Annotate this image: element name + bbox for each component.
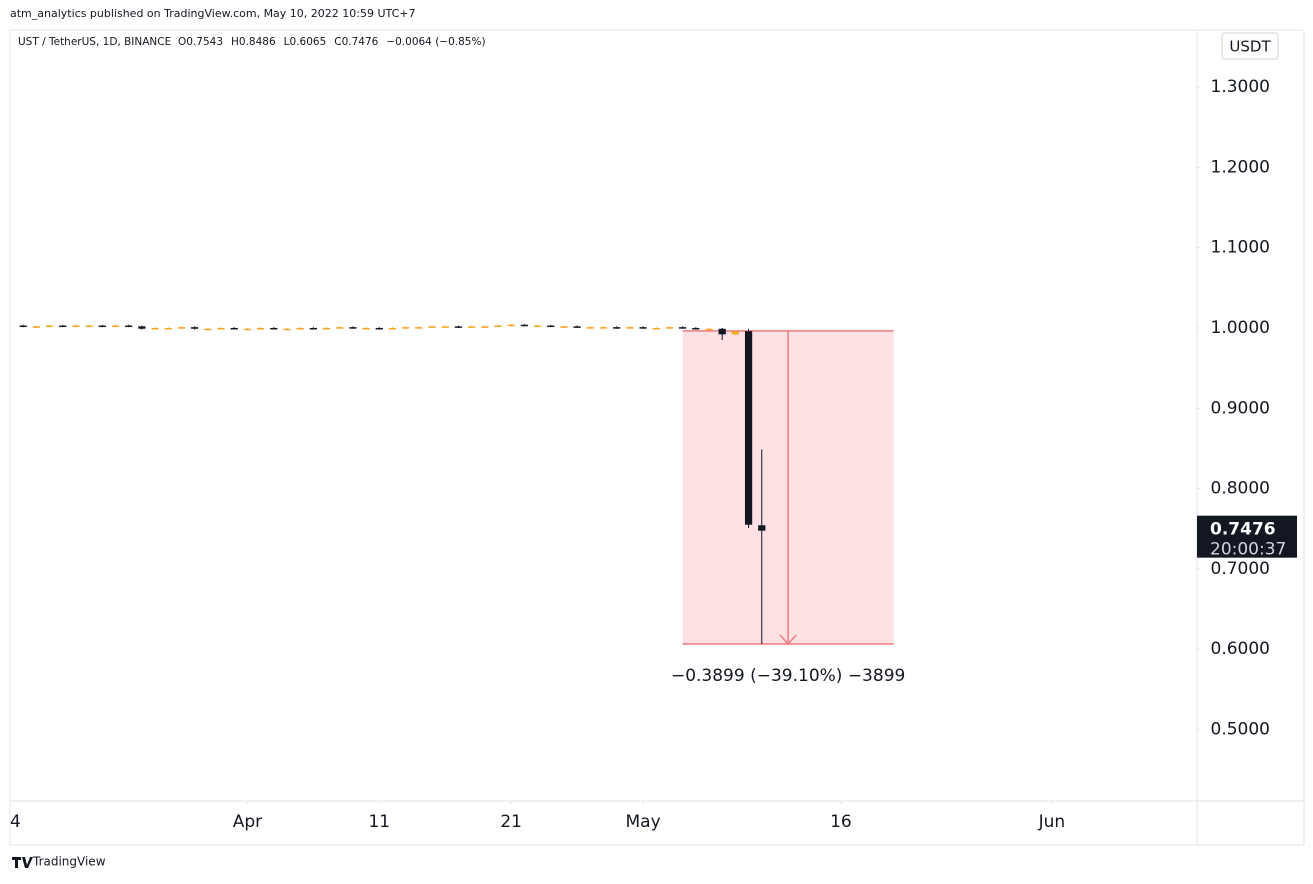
candle-body	[217, 327, 225, 330]
candle-body	[560, 326, 568, 328]
candle-body	[151, 327, 159, 330]
candle-body	[454, 326, 463, 328]
candle-body	[191, 327, 199, 329]
candle-body	[731, 331, 740, 335]
y-tick-label: 1.2000	[1211, 157, 1270, 177]
countdown: 20:00:37	[1210, 540, 1286, 560]
candle-body	[388, 327, 397, 330]
candle-body	[138, 326, 146, 329]
currency-box[interactable]	[1221, 32, 1279, 60]
published-line: atm_analytics published on TradingView.c…	[10, 7, 416, 20]
measure-label: −0.3899 (−39.10%) −3899	[671, 666, 905, 686]
candle-body	[586, 327, 594, 329]
candle-body	[125, 325, 133, 328]
candle-body	[230, 327, 238, 330]
candle-body	[613, 327, 621, 329]
candle-body	[494, 325, 502, 328]
candle-body	[59, 325, 67, 328]
candle-body	[111, 325, 120, 328]
candle-body	[72, 325, 80, 328]
candle-body	[164, 327, 172, 330]
candle-body	[652, 327, 660, 330]
candle-body	[309, 327, 317, 330]
legend-value: −0.0064 (−0.85%)	[386, 36, 485, 48]
candle-body	[639, 327, 647, 329]
candle-body	[533, 325, 542, 328]
candle-body	[547, 325, 555, 328]
candle-body	[665, 327, 674, 329]
candle-body	[362, 327, 370, 330]
candle-body	[626, 327, 634, 329]
legend-value: H0.8486	[231, 36, 276, 48]
candle-body	[85, 325, 93, 328]
legend-value: L0.6065	[284, 36, 327, 48]
candle-body	[758, 525, 766, 531]
last-price-tag	[1197, 515, 1297, 558]
candle-body	[45, 325, 54, 328]
candle-body	[256, 327, 265, 330]
candle-body	[520, 324, 528, 327]
legend-value: C0.7476	[334, 36, 378, 48]
left-mask	[0, 802, 9, 842]
legend-value: O0.7543	[178, 36, 223, 48]
candle-body	[19, 325, 27, 328]
y-tick-label: 0.7000	[1211, 559, 1270, 579]
candle-body	[349, 327, 357, 329]
y-tick-label: 0.6000	[1211, 639, 1270, 659]
last-price-label: 0.7476	[1210, 520, 1276, 540]
x-tick-label: Jun	[1038, 812, 1066, 832]
candle-body	[573, 326, 581, 328]
candle-body	[283, 328, 291, 331]
candle-body	[679, 327, 687, 329]
candle-body	[481, 326, 489, 328]
candle-body	[204, 328, 212, 331]
y-tick-label: 0.9000	[1211, 398, 1270, 418]
candle-body	[744, 331, 753, 525]
candle-body	[441, 326, 449, 328]
tv-logo	[12, 857, 33, 868]
candle-body	[322, 327, 331, 330]
candle-body	[467, 326, 476, 328]
x-tick-label: May	[625, 812, 660, 832]
candle-body	[705, 328, 713, 331]
x-tick-label: 21	[500, 812, 522, 832]
candle-body	[599, 327, 608, 329]
candle-body	[428, 326, 436, 328]
candle-body	[718, 328, 726, 335]
footer: TradingView	[32, 855, 106, 869]
candle-body	[402, 327, 410, 329]
measure-arrowhead	[779, 634, 797, 646]
y-tick-label: 1.3000	[1211, 77, 1270, 97]
candle-body	[415, 327, 423, 329]
y-tick-label: 0.8000	[1211, 479, 1270, 499]
candle-body	[270, 327, 278, 330]
candle-body	[243, 328, 252, 331]
candle-body	[336, 327, 344, 329]
y-tick-label: 1.0000	[1211, 318, 1270, 338]
x-tick-label: 11	[368, 812, 390, 832]
candle-body	[32, 326, 41, 328]
candle-body	[98, 325, 106, 328]
symbol: UST / TetherUS, 1D, BINANCE	[18, 36, 171, 48]
candle-body	[177, 327, 186, 329]
y-tick-label: 0.5000	[1211, 720, 1270, 740]
currency[interactable]: USDT	[1229, 38, 1271, 56]
x-tick-label: Apr	[233, 812, 262, 832]
x-tick-label: 16	[830, 812, 852, 832]
candle-body	[507, 324, 515, 327]
y-tick-label: 1.1000	[1211, 238, 1270, 258]
candle-body	[692, 327, 700, 330]
candle-body	[375, 327, 383, 330]
candle-body	[296, 327, 304, 330]
